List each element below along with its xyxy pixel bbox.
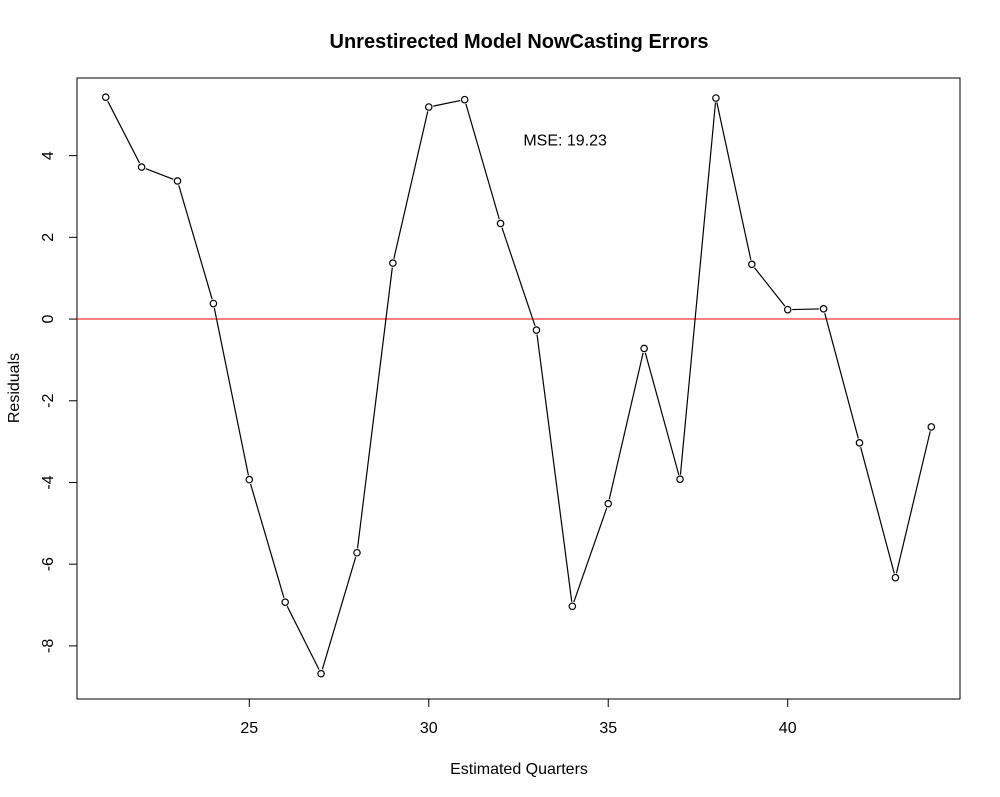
data-point [676, 475, 684, 483]
series-segment [792, 308, 820, 311]
data-point [137, 163, 146, 171]
y-tick-label: -6 [40, 557, 57, 571]
data-point [712, 94, 720, 102]
y-axis: 4 2 0 -2 -4 -6 -8 [40, 151, 78, 653]
data-point [568, 602, 577, 611]
y-tick-label: 4 [40, 151, 57, 160]
series-segment [286, 605, 320, 670]
x-axis-label: Estimated Quarters [450, 761, 588, 778]
y-tick-label: 0 [40, 314, 57, 323]
data-point [783, 305, 792, 314]
series-segment [644, 352, 680, 476]
series-segment [249, 483, 285, 599]
plot-frame [76, 77, 961, 700]
y-tick-label: -4 [40, 475, 57, 489]
series-segment [433, 99, 461, 107]
series-segment [178, 185, 213, 300]
series-segment [716, 102, 752, 261]
x-tick-label: 25 [240, 720, 258, 737]
series-segment [393, 111, 429, 259]
series-segment [895, 431, 931, 574]
data-point [173, 177, 182, 185]
series-segment [608, 352, 644, 500]
data-point [460, 95, 469, 104]
data-point [496, 219, 505, 228]
series-segment [501, 227, 536, 327]
x-tick-label: 40 [779, 720, 797, 737]
series-segment [213, 307, 249, 476]
mse-annotation: MSE: 19.23 [523, 132, 607, 149]
series-segment [145, 168, 174, 180]
data-point [748, 260, 756, 269]
series-segment [107, 100, 141, 164]
data-point [855, 439, 864, 447]
x-tick-label: 30 [420, 720, 438, 737]
series-segment [754, 267, 786, 307]
series-segment [824, 313, 859, 439]
data-point [819, 305, 828, 313]
data-point [317, 669, 325, 678]
x-tick-label: 35 [599, 720, 617, 737]
series-segment [679, 102, 717, 475]
x-axis: 25 30 35 40 [240, 698, 797, 737]
series-segment [536, 334, 573, 602]
data-point [891, 573, 900, 582]
data-point [640, 344, 648, 353]
data-point [604, 499, 613, 508]
data-point [424, 103, 433, 111]
y-tick-label: -2 [40, 394, 57, 408]
y-axis-label: Residuals [6, 353, 23, 423]
data-point [353, 548, 361, 557]
data-point [245, 475, 254, 484]
series-segment [860, 447, 895, 574]
data-point [281, 598, 289, 606]
series-segment [465, 103, 500, 220]
chart-title: Unrestirected Model NowCasting Errors [330, 31, 709, 53]
residuals-series [101, 93, 936, 678]
series-segment [356, 267, 393, 549]
data-point [532, 326, 541, 334]
y-tick-label: 2 [40, 233, 57, 242]
y-tick-label: -8 [40, 639, 57, 653]
series-segment [573, 507, 608, 603]
data-point [927, 423, 936, 431]
data-point [389, 259, 397, 267]
data-point [209, 299, 218, 308]
series-segment [321, 556, 357, 670]
data-point [101, 93, 110, 102]
